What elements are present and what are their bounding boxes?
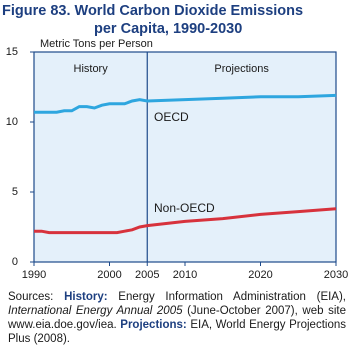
source-text: History: <box>64 291 108 303</box>
series-label: Non-OECD <box>154 201 215 215</box>
chart: Figure 83. World Carbon Dioxide Emission… <box>2 3 348 281</box>
y-tick-label: 10 <box>6 116 18 128</box>
x-tick-label: 2020 <box>248 269 272 281</box>
chart-title: Figure 83. World Carbon Dioxide Emission… <box>2 3 303 19</box>
source-text: Projections: <box>120 319 187 331</box>
y-tick-label: 15 <box>6 46 18 58</box>
region-label: Projections <box>214 63 269 75</box>
source-text: Energy Information Administration (EIA), <box>107 291 350 303</box>
x-tick-label: 2010 <box>173 269 197 281</box>
region-label: History <box>74 63 109 75</box>
series-line <box>34 207 337 235</box>
chart-subtitle: per Capita, 1990-2030 <box>94 21 242 37</box>
series-line <box>34 93 337 114</box>
plot-area <box>33 51 337 263</box>
x-tick-label: 2005 <box>135 269 159 281</box>
source-text: Sources: <box>8 291 65 303</box>
y-tick-label: 0 <box>12 256 18 268</box>
x-tick-label: 1990 <box>22 269 46 281</box>
y-axis-label: Metric Tons per Person <box>40 38 153 50</box>
sources: Sources: History: Energy Information Adm… <box>8 290 346 346</box>
x-tick-label: 2030 <box>324 269 348 281</box>
y-tick-label: 5 <box>12 186 18 198</box>
x-tick-label: 2000 <box>97 269 121 281</box>
source-text: (June-October 2007), web site www.eia.do… <box>8 305 350 331</box>
source-text: EIA, World Energy Projections Plus (2008… <box>8 319 350 345</box>
source-text: International Energy Annual 2005 <box>8 305 183 317</box>
series-label: OECD <box>154 110 189 124</box>
